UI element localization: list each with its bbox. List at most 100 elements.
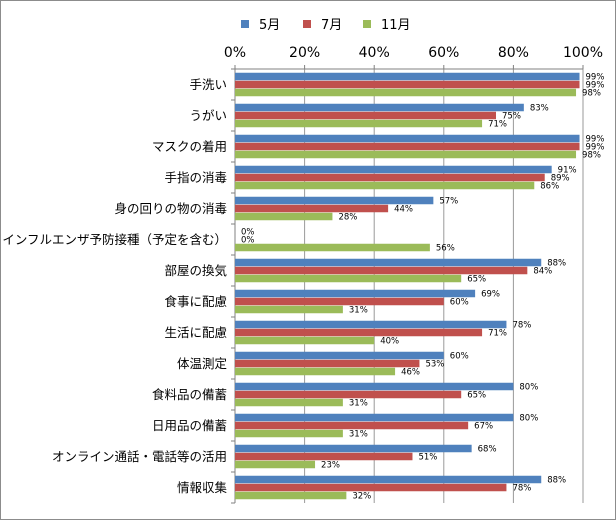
legend-swatch-1 xyxy=(241,20,249,28)
bar[interactable] xyxy=(235,258,542,267)
bar[interactable] xyxy=(235,142,580,151)
data-label: 89% xyxy=(551,173,570,183)
data-label: 71% xyxy=(488,119,507,129)
bar[interactable] xyxy=(235,196,434,205)
bar[interactable] xyxy=(235,103,524,112)
data-label: 78% xyxy=(512,320,531,330)
bar[interactable] xyxy=(235,134,580,143)
data-label: 40% xyxy=(380,336,399,346)
bar[interactable] xyxy=(235,429,343,438)
x-tick-label: 60% xyxy=(428,45,459,61)
bar[interactable] xyxy=(235,297,444,306)
data-label: 83% xyxy=(530,103,549,113)
bar[interactable] xyxy=(235,336,375,345)
x-axis-ticks: 0% 20% 40% 60% 80% 100% xyxy=(224,45,603,61)
category-label: 生活に配慮 xyxy=(164,325,227,340)
category-label: 日用品の備蓄 xyxy=(152,418,227,433)
category-label: うがい xyxy=(189,108,227,123)
data-label: 80% xyxy=(519,382,538,392)
data-label: 60% xyxy=(450,351,469,361)
bar[interactable] xyxy=(235,173,545,182)
axis xyxy=(231,65,584,504)
data-label: 75% xyxy=(502,111,521,121)
bar[interactable] xyxy=(235,421,469,430)
legend-label-2: 7月 xyxy=(321,18,342,33)
bar[interactable] xyxy=(235,460,316,469)
bar[interactable] xyxy=(235,359,420,368)
bar[interactable] xyxy=(235,88,577,97)
category-label: インフルエンザ予防接種（予定を含む） xyxy=(2,232,227,247)
bar[interactable] xyxy=(235,398,343,407)
data-label: 46% xyxy=(401,367,420,377)
data-label: 99% xyxy=(586,72,605,82)
category-label: 手指の消毒 xyxy=(164,170,227,185)
category-label: 体温測定 xyxy=(177,356,227,371)
data-label: 57% xyxy=(439,196,458,206)
bar[interactable] xyxy=(235,305,343,314)
data-label: 67% xyxy=(474,421,493,431)
data-label: 65% xyxy=(467,274,486,284)
bar[interactable] xyxy=(235,351,444,360)
bar[interactable] xyxy=(235,452,413,461)
data-label: 32% xyxy=(352,491,371,501)
bar[interactable] xyxy=(235,390,462,399)
x-tick-label: 40% xyxy=(359,45,390,61)
data-label: 53% xyxy=(425,359,444,369)
category-label: 食事に配慮 xyxy=(164,294,227,309)
data-label: 68% xyxy=(478,444,497,454)
data-label: 88% xyxy=(547,258,566,268)
x-tick-label: 100% xyxy=(563,45,603,61)
data-label: 0% xyxy=(241,235,255,245)
data-label: 56% xyxy=(436,243,455,253)
category-label: オンライン通話・電話等の活用 xyxy=(52,449,227,464)
data-label: 51% xyxy=(418,452,437,462)
bar[interactable] xyxy=(235,328,483,337)
data-labels: 99%99%98%83%75%71%99%99%98%91%89%86%57%4… xyxy=(241,72,604,501)
bar[interactable] xyxy=(235,119,483,128)
bar[interactable] xyxy=(235,243,430,252)
bar[interactable] xyxy=(235,289,476,298)
legend: 5月 7月 11月 xyxy=(241,18,411,33)
bar[interactable] xyxy=(235,274,462,283)
bar[interactable] xyxy=(235,444,472,453)
data-label: 98% xyxy=(582,88,601,98)
data-label: 28% xyxy=(338,212,357,222)
data-label: 99% xyxy=(586,134,605,144)
legend-label-3: 11月 xyxy=(381,18,411,33)
category-label: 身の回りの物の消毒 xyxy=(114,201,227,216)
bar[interactable] xyxy=(235,165,552,174)
data-label: 31% xyxy=(349,398,368,408)
data-label: 91% xyxy=(558,165,577,175)
data-label: 31% xyxy=(349,305,368,315)
legend-label-1: 5月 xyxy=(259,18,280,33)
bar[interactable] xyxy=(235,212,333,221)
data-label: 84% xyxy=(533,266,552,276)
bar[interactable] xyxy=(235,483,507,492)
bar[interactable] xyxy=(235,475,542,484)
bar[interactable] xyxy=(235,150,577,159)
data-label: 44% xyxy=(394,204,413,214)
data-label: 31% xyxy=(349,429,368,439)
bar[interactable] xyxy=(235,111,496,120)
data-label: 80% xyxy=(519,413,538,423)
data-label: 98% xyxy=(582,150,601,160)
bar[interactable] xyxy=(235,204,389,213)
category-label: 情報収集 xyxy=(177,480,228,495)
data-label: 69% xyxy=(481,289,500,299)
bar[interactable] xyxy=(235,367,396,376)
bar[interactable] xyxy=(235,72,580,81)
bar[interactable] xyxy=(235,491,347,500)
bar[interactable] xyxy=(235,80,580,89)
data-label: 60% xyxy=(450,297,469,307)
data-label: 78% xyxy=(512,483,531,493)
x-tick-label: 80% xyxy=(498,45,529,61)
bar[interactable] xyxy=(235,266,528,275)
data-label: 99% xyxy=(586,80,605,90)
bar[interactable] xyxy=(235,320,507,329)
bar[interactable] xyxy=(235,181,535,190)
bar[interactable] xyxy=(235,382,514,391)
bar[interactable] xyxy=(235,413,514,422)
category-label: 手洗い xyxy=(189,77,227,92)
